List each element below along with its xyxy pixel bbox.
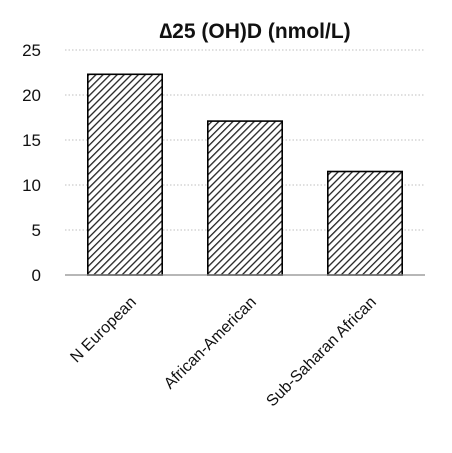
y-tick-label: 25 — [22, 41, 41, 60]
bars — [87, 73, 403, 276]
bar — [87, 73, 164, 276]
y-axis-ticks: 0 5 10 15 20 25 — [22, 41, 41, 285]
x-category-label: Sub-Saharan African — [263, 294, 379, 410]
bar — [326, 170, 403, 276]
chart-title: ∆25 (OH)D (nmol/L) — [159, 20, 350, 43]
x-axis-labels: N European African-American Sub-Saharan Af… — [67, 294, 379, 410]
y-tick-label: 15 — [22, 131, 41, 150]
x-category-label: N European — [67, 294, 139, 366]
y-tick-label: 20 — [22, 86, 41, 105]
bar — [207, 120, 284, 276]
x-category-label: African-American — [161, 294, 260, 393]
y-tick-label: 10 — [22, 176, 41, 195]
y-tick-label: 5 — [32, 221, 41, 240]
y-tick-label: 0 — [32, 266, 41, 285]
